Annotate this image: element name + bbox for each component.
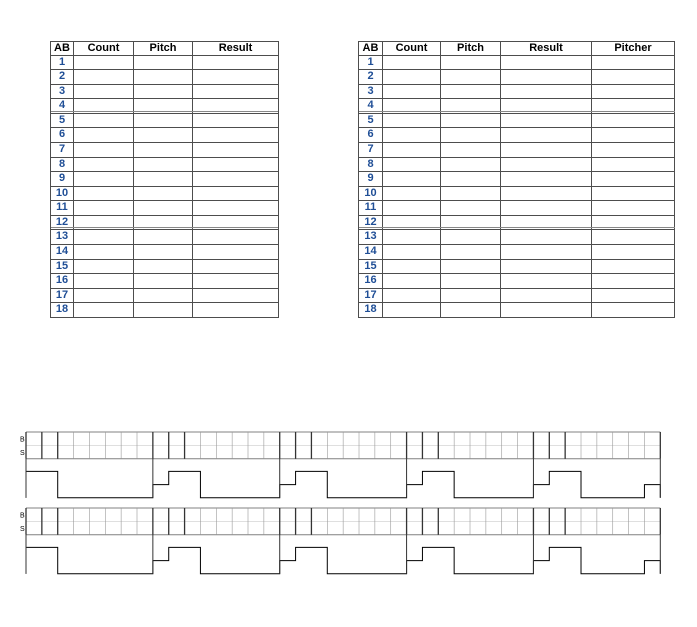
svg-text:S: S xyxy=(20,526,25,533)
svg-text:B: B xyxy=(20,513,25,520)
svg-text:B: B xyxy=(20,437,25,444)
svg-text:S: S xyxy=(20,450,25,457)
